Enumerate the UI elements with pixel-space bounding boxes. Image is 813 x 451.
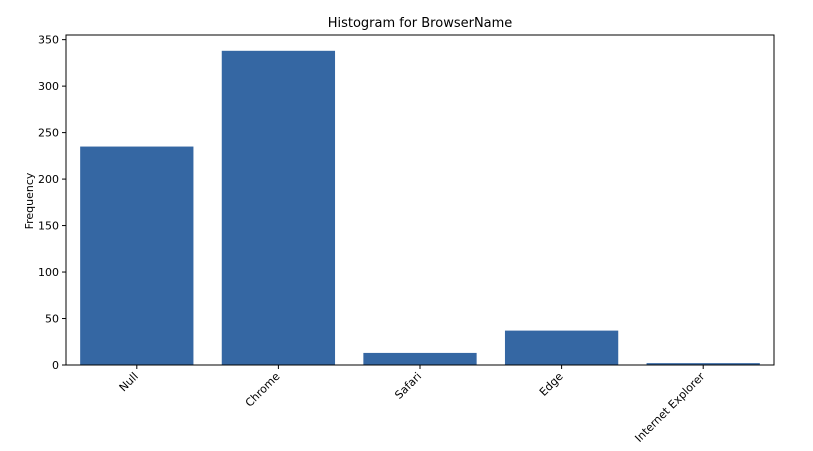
y-tick-label: 350: [38, 34, 59, 47]
bar-chrome: [221, 50, 336, 365]
y-tick-label: 100: [38, 266, 59, 279]
x-tick-label: Internet Explorer: [632, 370, 707, 445]
plot-area: Null Chrome Safari Edge Internet Explorer 0 50…: [38, 34, 775, 445]
x-tick-label: Null: [117, 370, 141, 394]
y-tick-label: 200: [38, 173, 59, 186]
bar-safari: [363, 352, 477, 365]
axes-frame: [65, 34, 775, 366]
bar-null: [80, 146, 194, 365]
chart-title: Histogram for BrowserName: [328, 16, 513, 31]
x-tick-label: Chrome: [243, 370, 283, 410]
x-tick-label: Edge: [537, 370, 566, 399]
x-tick-label: Safari: [392, 370, 424, 402]
bar-edge: [504, 330, 619, 365]
y-tick-label: 300: [38, 80, 59, 93]
y-tick-label: 250: [38, 127, 59, 140]
y-tick-label: 50: [45, 313, 59, 326]
y-tick-label: 150: [38, 220, 59, 233]
bar-internet-explorer: [646, 363, 760, 365]
y-axis-label: Frequency: [23, 172, 36, 229]
y-tick-label: 0: [52, 359, 59, 372]
